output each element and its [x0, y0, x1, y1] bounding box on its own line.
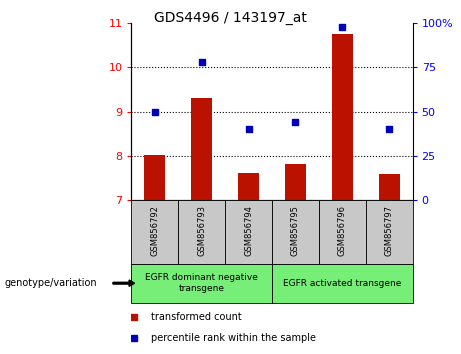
Point — [198, 59, 205, 65]
Text: GSM856792: GSM856792 — [150, 205, 160, 256]
Bar — [178, 200, 225, 264]
Text: GSM856797: GSM856797 — [384, 205, 394, 256]
Point — [292, 119, 299, 125]
Text: GSM856796: GSM856796 — [338, 205, 347, 256]
Point — [385, 126, 393, 132]
Bar — [272, 264, 413, 303]
Text: genotype/variation: genotype/variation — [5, 278, 97, 288]
Bar — [272, 200, 319, 264]
Text: transformed count: transformed count — [151, 312, 242, 322]
Bar — [366, 200, 413, 264]
Point — [245, 126, 252, 132]
Text: GDS4496 / 143197_at: GDS4496 / 143197_at — [154, 11, 307, 25]
Text: GSM856793: GSM856793 — [197, 205, 206, 256]
Text: GSM856795: GSM856795 — [291, 205, 300, 256]
Text: EGFR dominant negative
transgene: EGFR dominant negative transgene — [145, 274, 258, 293]
Bar — [131, 264, 272, 303]
Text: EGFR activated transgene: EGFR activated transgene — [283, 279, 402, 288]
Bar — [332, 34, 353, 200]
Bar — [191, 98, 212, 200]
Bar — [238, 172, 259, 200]
Bar — [144, 155, 165, 200]
Text: percentile rank within the sample: percentile rank within the sample — [151, 332, 316, 343]
Bar — [319, 200, 366, 264]
Bar — [225, 200, 272, 264]
Text: GSM856794: GSM856794 — [244, 205, 253, 256]
Point — [151, 109, 159, 114]
Bar — [378, 175, 400, 200]
Point — [338, 24, 346, 29]
Bar — [131, 200, 178, 264]
Bar — [285, 164, 306, 200]
